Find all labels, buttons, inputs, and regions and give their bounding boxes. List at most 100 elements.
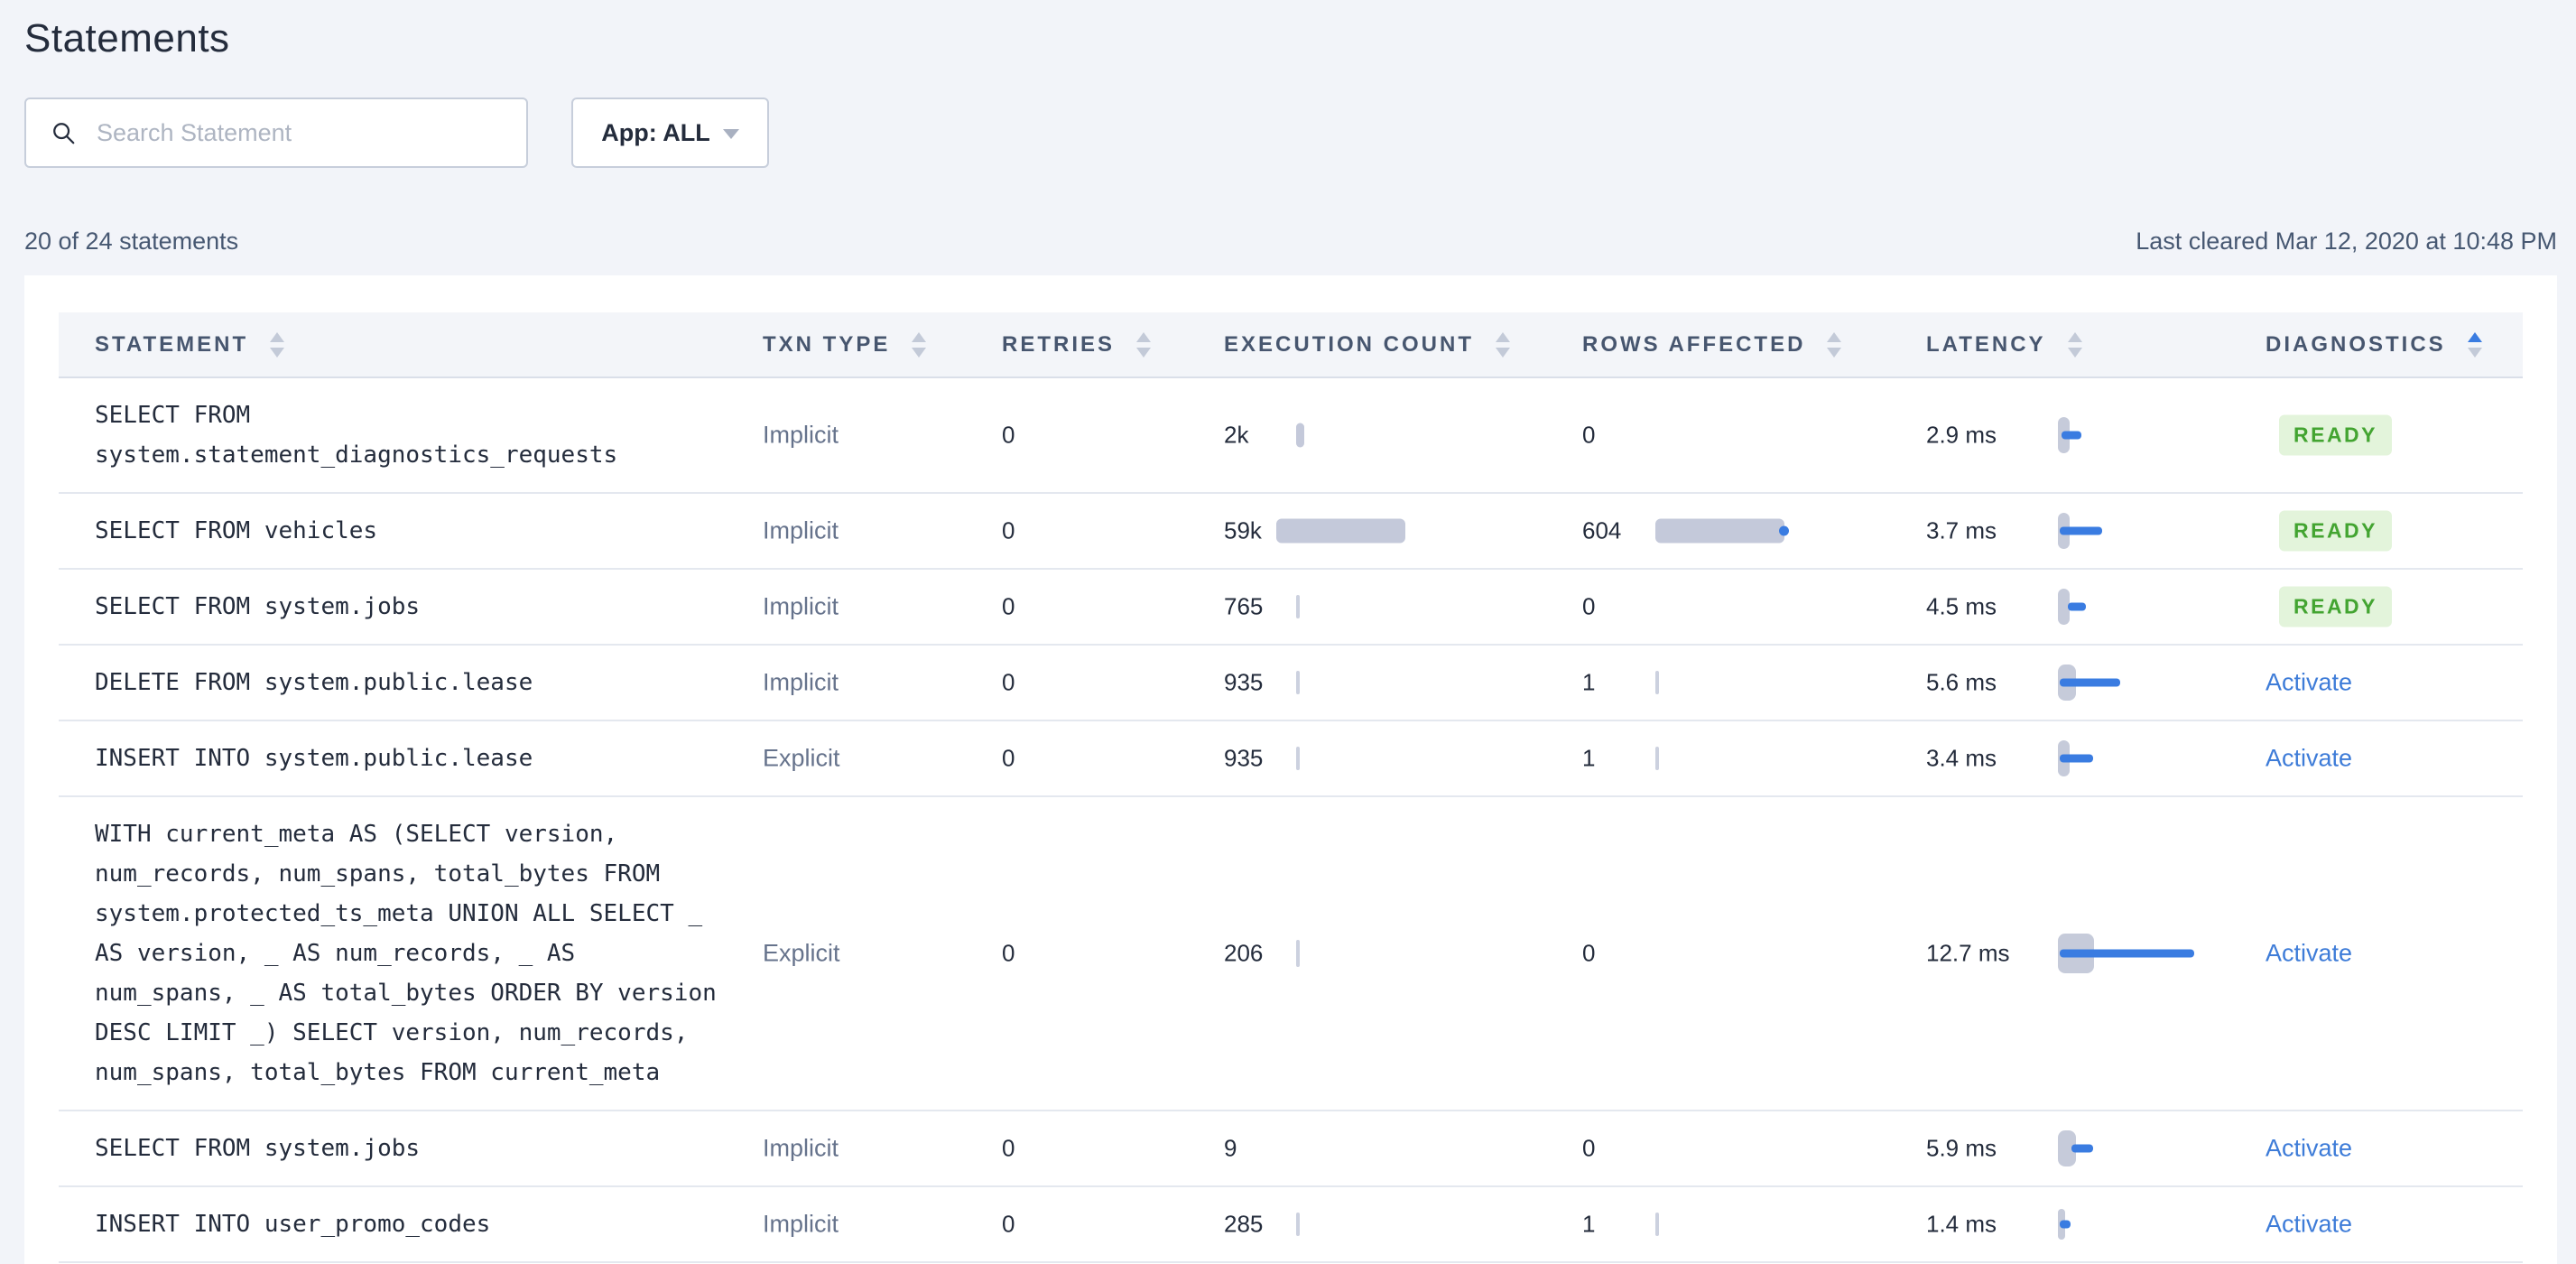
latency-value: 1.4 ms <box>1926 1210 1997 1238</box>
rows-affected-mean-dot <box>1779 525 1789 536</box>
column-header-label: LATENCY <box>1926 331 2046 357</box>
txn-type-value: Explicit <box>763 939 840 967</box>
sort-asc-icon <box>2067 331 2082 342</box>
statement-link[interactable]: SELECT FROM system.jobs <box>95 1135 421 1162</box>
retries-value: 0 <box>1002 939 1015 967</box>
column-header-label: ROWS AFFECTED <box>1582 331 1806 357</box>
statements-count-summary: 20 of 24 statements <box>24 228 239 255</box>
column-header-label: TXN TYPE <box>763 331 891 357</box>
sort-asc-icon <box>2467 331 2482 342</box>
sort-desc-icon <box>2067 347 2082 358</box>
table-body: SELECT FROM system.statement_diagnostics… <box>59 378 2523 1263</box>
execution-count-bar <box>1296 595 1300 618</box>
diagnostics-cell: Activate <box>2266 1211 2352 1239</box>
execution-count-value: 206 <box>1224 939 1264 967</box>
rows-affected-bar <box>1655 1213 1659 1236</box>
sort-arrows-icon <box>270 331 285 358</box>
sort-arrows-icon <box>1827 331 1842 358</box>
sort-arrows-icon <box>2067 331 2082 358</box>
diagnostics-ready-badge[interactable]: READY <box>2279 414 2393 456</box>
column-header-label: DIAGNOSTICS <box>2266 331 2446 357</box>
table-row: WITH current_meta AS (SELECT version, nu… <box>59 797 2523 1111</box>
retries-value: 0 <box>1002 744 1015 772</box>
column-header-statement[interactable]: STATEMENT <box>95 331 285 358</box>
diagnostics-cell: READY <box>2266 414 2393 456</box>
column-header-diagnostics[interactable]: DIAGNOSTICS <box>2266 331 2482 358</box>
latency-stddev-capsule <box>2058 589 2070 625</box>
latency-value: 2.9 ms <box>1926 421 1997 449</box>
diagnostics-ready-badge[interactable]: READY <box>2279 586 2393 627</box>
column-header-retries[interactable]: RETRIES <box>1002 331 1152 358</box>
retries-value: 0 <box>1002 1210 1015 1238</box>
sort-desc-icon <box>270 347 285 358</box>
execution-count-value: 935 <box>1224 744 1264 772</box>
retries-value: 0 <box>1002 516 1015 544</box>
statements-table: STATEMENT TXN TYPE RETRIES EXECUTION COUNT R… <box>59 312 2523 1263</box>
execution-count-value: 765 <box>1224 592 1264 620</box>
sort-arrows-icon <box>1496 331 1511 358</box>
diagnostics-ready-badge[interactable]: READY <box>2279 510 2393 552</box>
sort-desc-icon <box>912 347 927 358</box>
rows-affected-value: 1 <box>1582 668 1596 696</box>
execution-count-bar <box>1296 940 1300 967</box>
diagnostics-cell: READY <box>2266 510 2393 552</box>
diagnostics-cell: Activate <box>2266 940 2352 968</box>
latency-value: 4.5 ms <box>1926 592 1997 620</box>
latency-mean-bar <box>2071 1144 2093 1153</box>
latency-mean-bar <box>2060 949 2194 958</box>
diagnostics-cell: Activate <box>2266 669 2352 697</box>
diagnostics-cell: Activate <box>2266 1135 2352 1163</box>
search-input[interactable] <box>95 117 526 148</box>
execution-count-value: 9 <box>1224 1134 1237 1162</box>
statements-table-card: STATEMENT TXN TYPE RETRIES EXECUTION COUNT R… <box>24 275 2557 1264</box>
statement-link[interactable]: SELECT FROM system.jobs <box>95 593 421 620</box>
execution-count-value: 2k <box>1224 421 1249 449</box>
statement-link[interactable]: INSERT INTO user_promo_codes <box>95 1211 491 1238</box>
execution-count-value: 935 <box>1224 668 1264 696</box>
column-header-label: EXECUTION COUNT <box>1224 331 1475 357</box>
sort-desc-icon <box>2467 347 2482 358</box>
column-header-execution-count[interactable]: EXECUTION COUNT <box>1224 331 1511 358</box>
sort-asc-icon <box>912 331 927 342</box>
table-row: SELECT FROM system.jobs Implicit 0 765 0 4.5 … <box>59 570 2523 646</box>
execution-count-value: 285 <box>1224 1210 1264 1238</box>
chevron-down-icon <box>722 129 739 139</box>
latency-value: 5.6 ms <box>1926 668 1997 696</box>
table-row: INSERT INTO user_promo_codes Implicit 0 285… <box>59 1187 2523 1263</box>
retries-value: 0 <box>1002 668 1015 696</box>
sort-desc-icon <box>1827 347 1842 358</box>
latency-mean-bar <box>2062 431 2081 440</box>
table-row: SELECT FROM system.jobs Implicit 0 9 0 5.9 ms… <box>59 1111 2523 1187</box>
latency-mean-bar <box>2060 526 2102 535</box>
sort-asc-icon <box>1496 331 1511 342</box>
statement-link[interactable]: INSERT INTO system.public.lease <box>95 745 533 772</box>
rows-affected-bar <box>1655 671 1659 694</box>
diagnostics-activate-link[interactable]: Activate <box>2266 1134 2353 1162</box>
rows-affected-bar <box>1655 518 1784 544</box>
txn-type-value: Implicit <box>763 516 839 544</box>
txn-type-value: Implicit <box>763 592 839 620</box>
latency-mean-bar <box>2060 1220 2071 1229</box>
column-header-rows-affected[interactable]: ROWS AFFECTED <box>1582 331 1842 358</box>
execution-count-bar <box>1276 518 1405 544</box>
sort-asc-icon <box>1136 331 1152 342</box>
column-header-label: STATEMENT <box>95 331 249 357</box>
diagnostics-activate-link[interactable]: Activate <box>2266 1210 2353 1238</box>
statement-link[interactable]: SELECT FROM vehicles <box>95 517 378 544</box>
diagnostics-activate-link[interactable]: Activate <box>2266 939 2353 967</box>
statement-link[interactable]: DELETE FROM system.public.lease <box>95 669 533 696</box>
column-header-latency[interactable]: LATENCY <box>1926 331 2082 358</box>
app-filter-dropdown[interactable]: App: ALL <box>571 98 769 168</box>
statement-link[interactable]: SELECT FROM system.statement_diagnostics… <box>95 402 618 469</box>
sort-desc-icon <box>1496 347 1511 358</box>
txn-type-value: Implicit <box>763 421 839 449</box>
search-box[interactable] <box>24 98 528 168</box>
execution-count-bar <box>1296 423 1304 448</box>
app-filter-label: App: ALL <box>601 118 710 146</box>
rows-affected-value: 1 <box>1582 1210 1596 1238</box>
diagnostics-activate-link[interactable]: Activate <box>2266 744 2353 772</box>
sort-desc-icon <box>1136 347 1152 358</box>
column-header-txn-type[interactable]: TXN TYPE <box>763 331 927 358</box>
statement-link[interactable]: WITH current_meta AS (SELECT version, nu… <box>95 821 717 1086</box>
diagnostics-activate-link[interactable]: Activate <box>2266 668 2353 696</box>
